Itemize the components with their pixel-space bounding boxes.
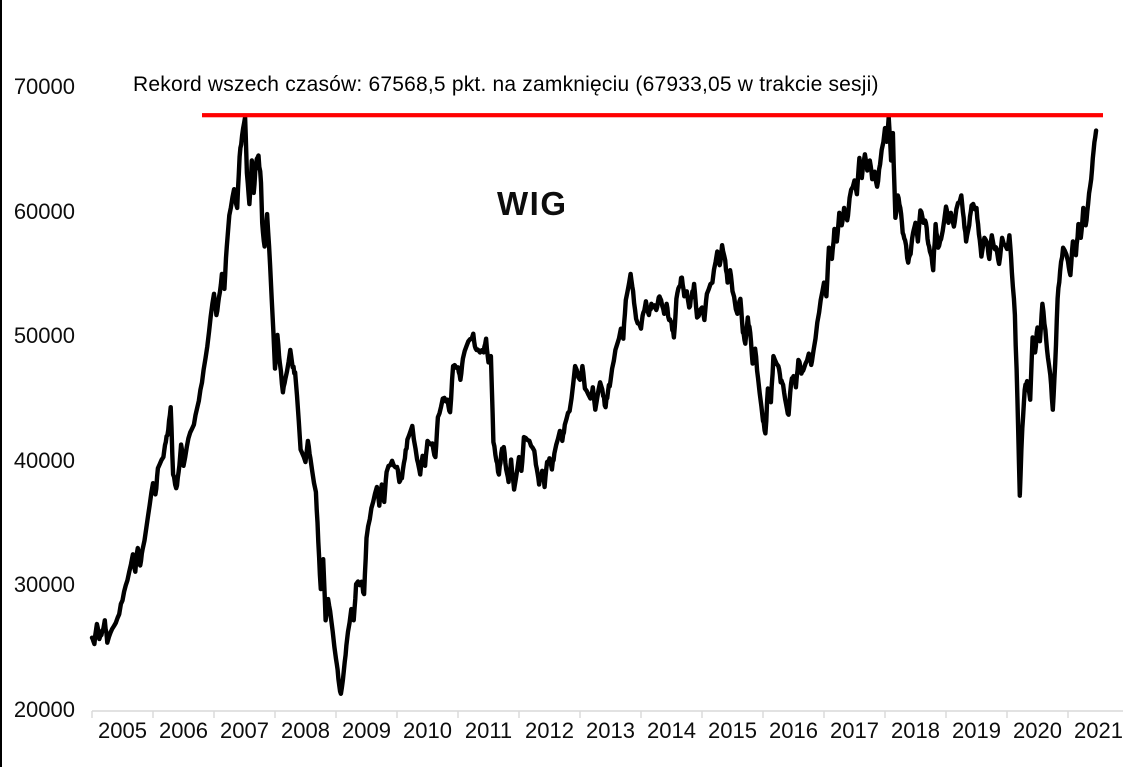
x-axis-tick-label: 2011 <box>464 718 513 743</box>
x-axis-tick-label: 2006 <box>159 718 208 743</box>
x-axis-tick-label: 2007 <box>220 718 269 743</box>
x-axis-tick-label: 2017 <box>830 718 879 743</box>
x-axis-tick-label: 2008 <box>281 718 330 743</box>
x-axis-tick-label: 2018 <box>891 718 940 743</box>
x-axis-tick-label: 2005 <box>98 718 147 743</box>
wig-line-series <box>89 115 1099 696</box>
chart-title: WIG <box>497 185 568 222</box>
x-axis-tick-label: 2010 <box>403 718 452 743</box>
y-axis-tick-label: 40000 <box>13 447 75 473</box>
y-axis-tick-label: 30000 <box>13 572 75 598</box>
x-axis-tick-label: 2019 <box>952 718 1001 743</box>
x-axis-tick-label: 2012 <box>525 718 574 743</box>
x-axis-tick-label: 2014 <box>647 718 696 743</box>
y-axis-tick-label: 60000 <box>13 198 75 224</box>
x-axis-tick-label: 2016 <box>769 718 818 743</box>
y-axis-tick-label: 70000 <box>13 74 75 99</box>
y-axis-tick-label: 50000 <box>13 323 75 349</box>
x-axis-tick-label: 2015 <box>708 718 757 743</box>
x-axis-tick-label: 2020 <box>1013 718 1062 743</box>
x-axis-tick-label: 2021 <box>1074 718 1123 743</box>
x-axis-tick-label: 2013 <box>586 718 635 743</box>
x-axis-tick-label: 2009 <box>342 718 391 743</box>
window-left-border <box>0 0 2 767</box>
record-level-line <box>202 113 1103 118</box>
y-axis-tick-label: 20000 <box>13 697 75 722</box>
record-annotation: Rekord wszech czasów: 67568,5 pkt. na za… <box>133 73 879 96</box>
